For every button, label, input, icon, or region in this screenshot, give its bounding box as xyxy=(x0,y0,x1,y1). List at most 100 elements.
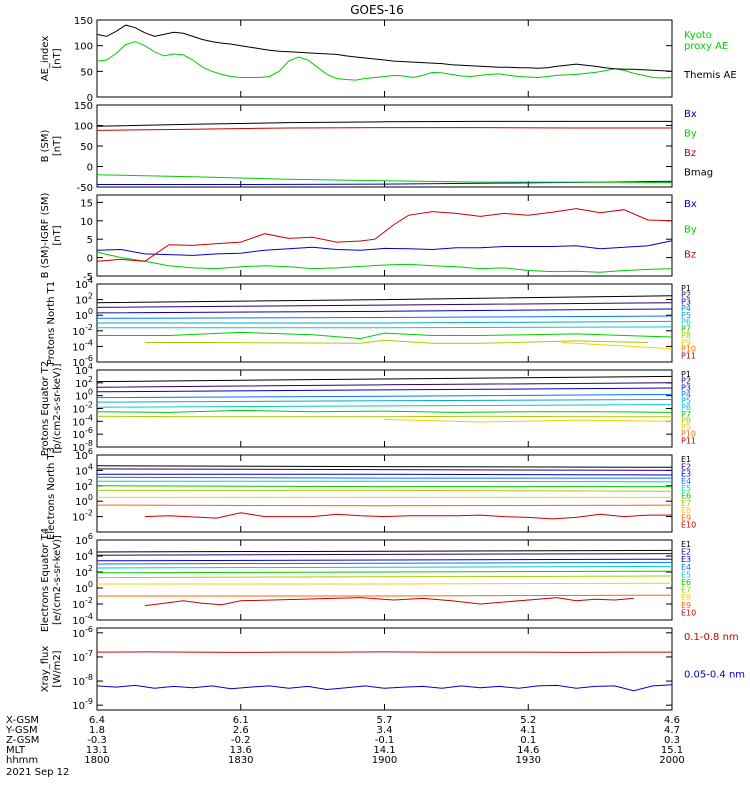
legend-entry: Kyoto proxy AE xyxy=(684,30,728,52)
series-line-e5 xyxy=(96,565,673,569)
series-line-e3 xyxy=(96,558,673,562)
y-tick-label: 50 xyxy=(80,142,93,153)
legend-entry: E4 xyxy=(681,563,691,572)
legend-entry: E5 xyxy=(681,484,691,493)
panel-1: 0 50 100 150 AE_index[nT] Kyoto proxy AE Themis… xyxy=(40,16,737,104)
series-line-p5 xyxy=(97,320,673,324)
legend-entry: P6 xyxy=(681,403,691,412)
series-line-p8 xyxy=(96,415,672,418)
y-tick-label: 0 xyxy=(87,163,93,174)
series-line-e8 xyxy=(97,582,673,585)
y-axis-label: AE_index[nT] xyxy=(40,36,63,82)
y-tick-label: 15 xyxy=(80,198,93,209)
series-line-p6 xyxy=(97,326,673,329)
legend-entry: Bz xyxy=(684,148,696,159)
orbit-cell: -0.2 xyxy=(231,735,251,746)
legend-entry: P4 xyxy=(681,390,691,399)
series-line-p7 xyxy=(96,409,673,413)
y-tick-label: 104 xyxy=(75,548,93,563)
orbit-cell: 13.6 xyxy=(230,745,252,756)
y-tick-label: 50 xyxy=(80,67,93,78)
orbit-cell: 2000 xyxy=(659,755,684,766)
legend-entry: P4 xyxy=(681,304,691,313)
y-tick-label: 10-4 xyxy=(72,612,93,627)
legend-entry: E4 xyxy=(681,477,691,486)
orbit-cell: 14.6 xyxy=(517,745,539,756)
series-line-bz xyxy=(96,127,672,131)
series-line-p1 xyxy=(96,375,673,383)
series-line-e10 xyxy=(144,512,672,520)
series-line-bx xyxy=(96,240,673,256)
y-tick-label: 100 xyxy=(74,42,93,53)
legend-entry: P10 xyxy=(681,430,696,439)
legend-entry: P3 xyxy=(681,383,691,392)
legend-entry: P5 xyxy=(681,311,691,320)
y-tick-label: 10-2 xyxy=(72,323,93,338)
orbit-row-label: Z-GSM xyxy=(6,735,39,746)
legend-entry: P9 xyxy=(681,423,691,432)
orbit-cell: 1800 xyxy=(84,755,109,766)
y-tick-label: 10-8 xyxy=(72,673,93,688)
panel-8: 10-9 10-8 10-7 10-6 Xray_flux[W/m2] 0.1-0.8 n… xyxy=(40,625,745,712)
series-line-p8 xyxy=(144,339,649,344)
legend-entry: E3 xyxy=(681,555,691,564)
series-line-p2 xyxy=(96,302,673,308)
y-tick-label: 10-6 xyxy=(72,354,93,369)
series-line-p1 xyxy=(96,295,673,304)
orbit-cell: 5.7 xyxy=(377,715,393,726)
y-tick-label: 150 xyxy=(74,101,93,112)
legend-entry: Themis AE xyxy=(683,70,737,81)
legend-entry: P8 xyxy=(681,331,691,340)
panel-frame xyxy=(96,19,673,98)
orbit-cell: 0.3 xyxy=(664,735,680,746)
series-line-p3 xyxy=(96,308,673,314)
legend-entry: P6 xyxy=(681,318,691,327)
y-tick-label: 10-6 xyxy=(72,625,93,640)
series-line-e3 xyxy=(97,473,673,476)
legend-entry: E7 xyxy=(681,586,691,595)
y-tick-label: 100 xyxy=(75,493,93,508)
legend-entry: P5 xyxy=(681,397,691,406)
orbit-cell: 6.4 xyxy=(89,715,105,726)
series-line-p2 xyxy=(96,382,673,388)
legend-entry: E2 xyxy=(681,462,691,471)
legend-entry: Bx xyxy=(684,199,697,210)
y-tick-label: 10-8 xyxy=(72,439,93,454)
legend-entry: E1 xyxy=(681,540,691,549)
legend-entry: Bx xyxy=(684,109,697,120)
y-tick-label: 102 xyxy=(75,375,93,390)
legend-entry: E3 xyxy=(681,470,691,479)
legend-entry: E9 xyxy=(681,513,691,522)
series-line-bmag xyxy=(96,120,672,127)
series-line-by xyxy=(96,251,673,273)
orbit-cell: 2.6 xyxy=(233,725,249,736)
orbit-cell: 4.7 xyxy=(664,725,680,736)
y-tick-label: 10-6 xyxy=(72,426,93,441)
plot-title: GOES-16 xyxy=(350,3,404,17)
orbit-cell: 1900 xyxy=(372,755,397,766)
series-line-p4 xyxy=(96,393,673,399)
legend-entry: P3 xyxy=(681,297,691,306)
orbit-cell: 15.1 xyxy=(661,745,683,756)
series-line-kyoto-proxy-ae xyxy=(96,41,673,81)
legend-entry: Bmag xyxy=(684,168,713,179)
legend-entry: Bz xyxy=(684,250,696,261)
series-line-e9 xyxy=(97,594,673,597)
series-line-e7 xyxy=(96,575,673,579)
y-axis-label: Electrons North T3 xyxy=(46,447,57,540)
series-line-themis-ae xyxy=(96,24,673,72)
legend-entry: By xyxy=(684,129,697,140)
y-tick-label: 10-2 xyxy=(72,596,93,611)
legend-entry: E6 xyxy=(681,492,691,501)
y-tick-label: 100 xyxy=(75,307,93,322)
legend-entry: 0.1-0.8 nm xyxy=(684,632,739,643)
legend-entry: E7 xyxy=(681,499,691,508)
y-axis-label: Protons North T1 xyxy=(46,281,57,365)
y-tick-label: 10-7 xyxy=(72,649,93,664)
